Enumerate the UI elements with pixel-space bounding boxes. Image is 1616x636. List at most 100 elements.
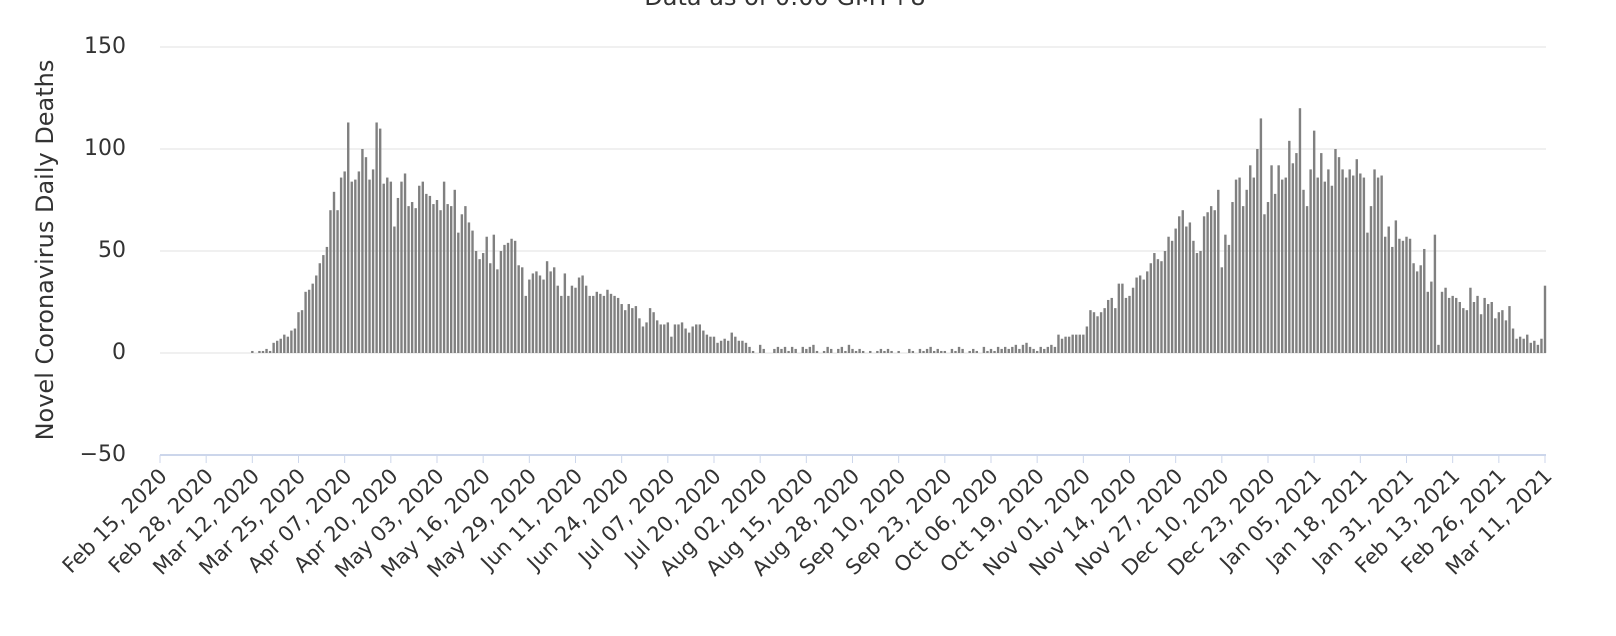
bar <box>435 200 439 353</box>
bar <box>840 346 844 353</box>
bar <box>1273 193 1277 353</box>
bar <box>1305 206 1309 353</box>
bar <box>528 279 531 353</box>
bar <box>702 330 705 353</box>
bar <box>265 348 268 353</box>
bar <box>496 269 499 353</box>
bar <box>304 291 307 353</box>
bar <box>1156 259 1160 353</box>
bar <box>1245 189 1248 353</box>
bar <box>627 304 630 353</box>
bar <box>1337 157 1341 353</box>
y-tick-label: 50 <box>98 238 126 263</box>
bar <box>1252 177 1255 353</box>
bar <box>705 334 709 353</box>
bar <box>453 189 456 353</box>
bar <box>1142 279 1145 353</box>
bar <box>716 342 719 353</box>
bar <box>787 350 790 353</box>
bar <box>861 350 865 353</box>
bar <box>826 346 829 353</box>
bar <box>1387 226 1390 353</box>
bar <box>588 295 591 353</box>
bar <box>776 346 780 353</box>
bar <box>1106 299 1110 353</box>
bar <box>1465 310 1469 353</box>
y-tick-label: 100 <box>84 136 126 161</box>
bar <box>1014 344 1018 353</box>
bar <box>1284 177 1287 353</box>
bar <box>879 348 883 353</box>
bar <box>1330 185 1334 353</box>
bar <box>517 265 520 353</box>
bar <box>1419 265 1422 353</box>
bar <box>499 251 503 353</box>
bar <box>1401 240 1405 353</box>
bar <box>918 348 922 353</box>
bar <box>1508 306 1511 353</box>
bar <box>538 275 542 353</box>
bar <box>730 332 733 353</box>
bar <box>1426 291 1430 353</box>
bar <box>602 295 606 353</box>
bar <box>1408 238 1412 353</box>
bar <box>368 179 371 353</box>
bar <box>1082 334 1085 353</box>
bar <box>251 350 254 353</box>
bar <box>1486 304 1490 353</box>
bar <box>1209 206 1213 353</box>
bar <box>1028 346 1032 353</box>
bar <box>1359 173 1362 353</box>
bar <box>1227 244 1231 353</box>
bar <box>1348 169 1351 353</box>
bar <box>989 348 993 353</box>
bar <box>641 326 645 353</box>
bar <box>1035 350 1039 353</box>
bar <box>695 324 698 353</box>
bar <box>1355 159 1358 353</box>
bar <box>1320 153 1323 353</box>
bar <box>638 318 641 353</box>
bar <box>1309 169 1312 353</box>
bar <box>1256 149 1259 353</box>
chart-subtitle: Data as of 0:00 GMT+8 <box>644 0 925 11</box>
bar <box>1373 169 1376 353</box>
y-tick-label: 150 <box>84 34 126 59</box>
bar <box>1383 236 1387 353</box>
bar <box>478 259 481 353</box>
bar <box>727 340 730 353</box>
bar <box>1380 175 1383 353</box>
bar <box>808 346 812 353</box>
bar <box>315 275 318 353</box>
bar <box>489 263 492 353</box>
bar <box>652 312 655 353</box>
bar <box>396 197 400 353</box>
bar <box>574 287 577 353</box>
bar <box>869 350 872 353</box>
bar <box>1231 202 1234 353</box>
bar <box>1117 283 1121 353</box>
bar <box>442 181 446 353</box>
bar <box>1483 297 1486 353</box>
bar <box>673 324 677 353</box>
bar <box>1497 312 1501 353</box>
bar <box>1153 253 1156 353</box>
bar <box>1344 177 1348 353</box>
bar <box>428 195 432 353</box>
bar <box>577 277 581 353</box>
bar <box>1160 261 1163 353</box>
bar <box>1526 334 1529 353</box>
bar <box>329 210 332 353</box>
bar <box>418 185 421 353</box>
bar <box>1490 302 1493 353</box>
bar <box>624 310 627 353</box>
bar <box>1458 302 1461 353</box>
bar <box>648 308 652 353</box>
bar <box>751 350 755 353</box>
bar <box>570 285 574 353</box>
bar <box>1181 210 1184 353</box>
bar <box>1050 344 1053 353</box>
bar <box>1302 189 1305 353</box>
bar <box>1004 346 1007 353</box>
